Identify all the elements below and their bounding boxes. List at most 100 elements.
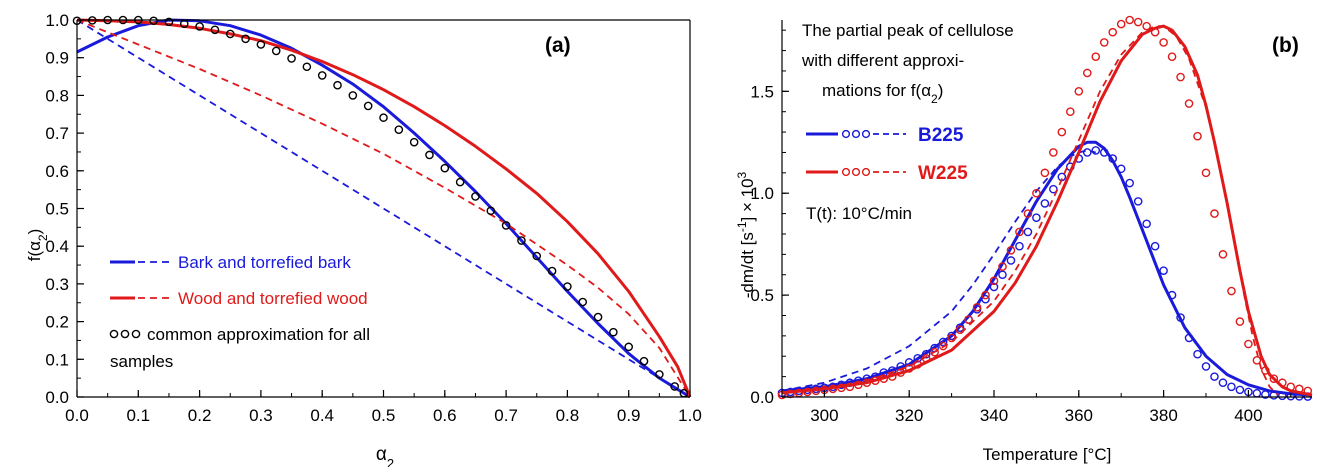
data-point-b225-circles-b — [1218, 378, 1228, 388]
data-point-w225-circles-b — [1150, 27, 1160, 37]
data-point-b225-circles-b — [1210, 372, 1219, 381]
data-point-w225-circles-b — [981, 290, 990, 300]
data-point-b225-circles-b — [1091, 146, 1101, 155]
data-point-series4-circles-a — [455, 177, 465, 187]
y-tick-label-b: 0.5 — [750, 286, 774, 305]
data-point-b225-circles-b — [1099, 148, 1109, 157]
y-tick-label-a: 0.7 — [45, 124, 69, 143]
x-tick-label-a: 0.1 — [126, 406, 150, 425]
data-point-w225-circles-b — [947, 333, 956, 343]
data-point-b225-circles-b — [1176, 313, 1185, 322]
annotation-line-1: The partial peak of cellulose — [802, 21, 1014, 40]
data-point-series4-circles-a — [609, 327, 618, 337]
data-point-w225-circles-b — [964, 315, 973, 324]
data-point-series4-circles-a — [149, 16, 158, 26]
data-point-series4-circles-a — [379, 113, 388, 122]
data-point-series4-circles-a — [655, 370, 664, 379]
data-point-w225-circles-b — [955, 325, 965, 335]
panel-b: 300 320 340 360 380 400 0.0 0.5 1.0 1.5 (b) Tempe… — [735, 15, 1313, 464]
y-tick-label-a: 0.2 — [45, 313, 69, 332]
legend-label-common-line1: common approximation for all — [147, 325, 370, 344]
data-point-w225-circles-b — [1303, 386, 1313, 396]
y-tick-label-a: 0.0 — [45, 388, 69, 407]
x-axis-label-b: Temperature [°C] — [983, 445, 1112, 464]
data-point-w225-circles-b — [1066, 107, 1075, 117]
data-point-w225-circles-b — [1091, 52, 1101, 61]
legend-a: Bark and torrefied bark Wood and torrefi… — [109, 253, 370, 371]
y-axis-label-b: -dm/dt [s-1] × 103 — [735, 171, 757, 298]
data-point-w225-circles-b — [837, 383, 846, 393]
data-point-b225-circles-b — [1159, 266, 1168, 275]
series-line-series2-solid-a — [76, 18, 692, 398]
data-point-b225-circles-b — [1133, 197, 1143, 206]
data-point-w225-circles-b — [845, 382, 855, 392]
data-point-b225-circles-b — [879, 368, 889, 377]
data-point-b225-circles-b — [1252, 389, 1262, 398]
panel-a: 0.0 0.1 0.2 0.3 0.4 0.5 0.6 0.7 0.8 0.9 1.0 0.0 0.1 0… — [25, 11, 702, 467]
series-line-w225-dashed-b — [781, 25, 1279, 396]
data-point-series4-circles-a — [532, 251, 542, 261]
panel-label-b: (b) — [1272, 34, 1299, 57]
data-point-b225-circles-b — [1015, 241, 1024, 251]
data-point-b225-circles-b — [1006, 256, 1016, 265]
data-point-series4-circles-a — [302, 62, 312, 72]
annotation-b: The partial peak of cellulose with diffe… — [801, 21, 1014, 106]
data-point-w225-circles-b — [1201, 168, 1211, 178]
data-point-b225-circles-b — [1040, 199, 1050, 208]
x-tick-label-a: 0.9 — [617, 406, 641, 425]
data-point-w225-circles-b — [887, 372, 897, 381]
x-axis-label-a: α2 — [376, 444, 394, 467]
data-point-w225-circles-b — [972, 303, 982, 312]
data-point-series4-circles-a — [440, 163, 450, 173]
data-point-w225-circles-b — [870, 376, 880, 385]
data-point-series4-circles-a — [639, 356, 649, 366]
data-point-series4-circles-a — [287, 54, 296, 63]
legend-label-common-line2: samples — [110, 352, 173, 371]
y-tick-label-a: 0.9 — [45, 49, 69, 68]
series-line-w225-solid-b — [781, 24, 1313, 397]
data-point-w225-circles-b — [1244, 339, 1253, 349]
data-point-b225-circles-b — [1193, 349, 1202, 359]
data-point-b225-circles-b — [1184, 333, 1194, 343]
x-tick-label-a: 0.8 — [556, 406, 580, 425]
data-point-series4-circles-a — [593, 312, 603, 322]
legend-b: B225 W225 — [806, 125, 968, 184]
x-tick-label-a: 0.0 — [65, 406, 89, 425]
data-point-w225-circles-b — [938, 341, 948, 351]
data-point-w225-circles-b — [1210, 209, 1219, 218]
x-tick-label-b: 340 — [980, 406, 1008, 425]
x-tick-label-a: 1.0 — [678, 406, 702, 425]
data-point-series4-circles-a — [164, 17, 174, 27]
data-point-w225-circles-b — [1082, 68, 1092, 78]
x-tick-label-a: 0.6 — [433, 406, 457, 425]
legend-label-wood: Wood and torrefied wood — [178, 289, 368, 308]
data-point-w225-circles-b — [930, 347, 939, 357]
data-point-w225-circles-b — [1125, 15, 1134, 25]
data-point-b225-circles-b — [1023, 227, 1033, 237]
data-point-b225-circles-b — [1125, 178, 1134, 188]
data-point-w225-circles-b — [1142, 21, 1151, 31]
y-tick-label-a: 1.0 — [45, 11, 69, 30]
data-point-w225-circles-b — [1261, 366, 1270, 375]
data-point-b225-circles-b — [1032, 213, 1041, 222]
legend-item-wood: Wood and torrefied wood — [110, 289, 368, 308]
data-point-b225-circles-b — [1261, 390, 1270, 399]
data-point-series4-circles-a — [210, 25, 220, 35]
data-point-b225-circles-b — [1235, 385, 1245, 395]
data-point-series4-circles-a — [471, 192, 480, 201]
data-point-w225-circles-b — [1278, 378, 1287, 388]
data-point-b225-circles-b — [1142, 219, 1151, 229]
y-tick-label-a: 0.5 — [45, 200, 69, 219]
data-point-series4-circles-a — [271, 46, 281, 56]
data-point-b225-circles-b — [998, 270, 1007, 280]
x-tick-label-a: 0.4 — [310, 406, 334, 425]
data-point-series4-circles-a — [256, 40, 266, 49]
data-point-series4-circles-a — [425, 150, 434, 160]
data-point-series4-circles-a — [241, 34, 250, 44]
annotation-line-3: mations for f(α2) — [822, 81, 943, 106]
y-tick-label-a: 0.6 — [45, 162, 69, 181]
data-point-w225-circles-b — [1286, 382, 1296, 392]
data-point-w225-circles-b — [862, 378, 872, 388]
y-tick-label-b: 0.0 — [750, 388, 774, 407]
